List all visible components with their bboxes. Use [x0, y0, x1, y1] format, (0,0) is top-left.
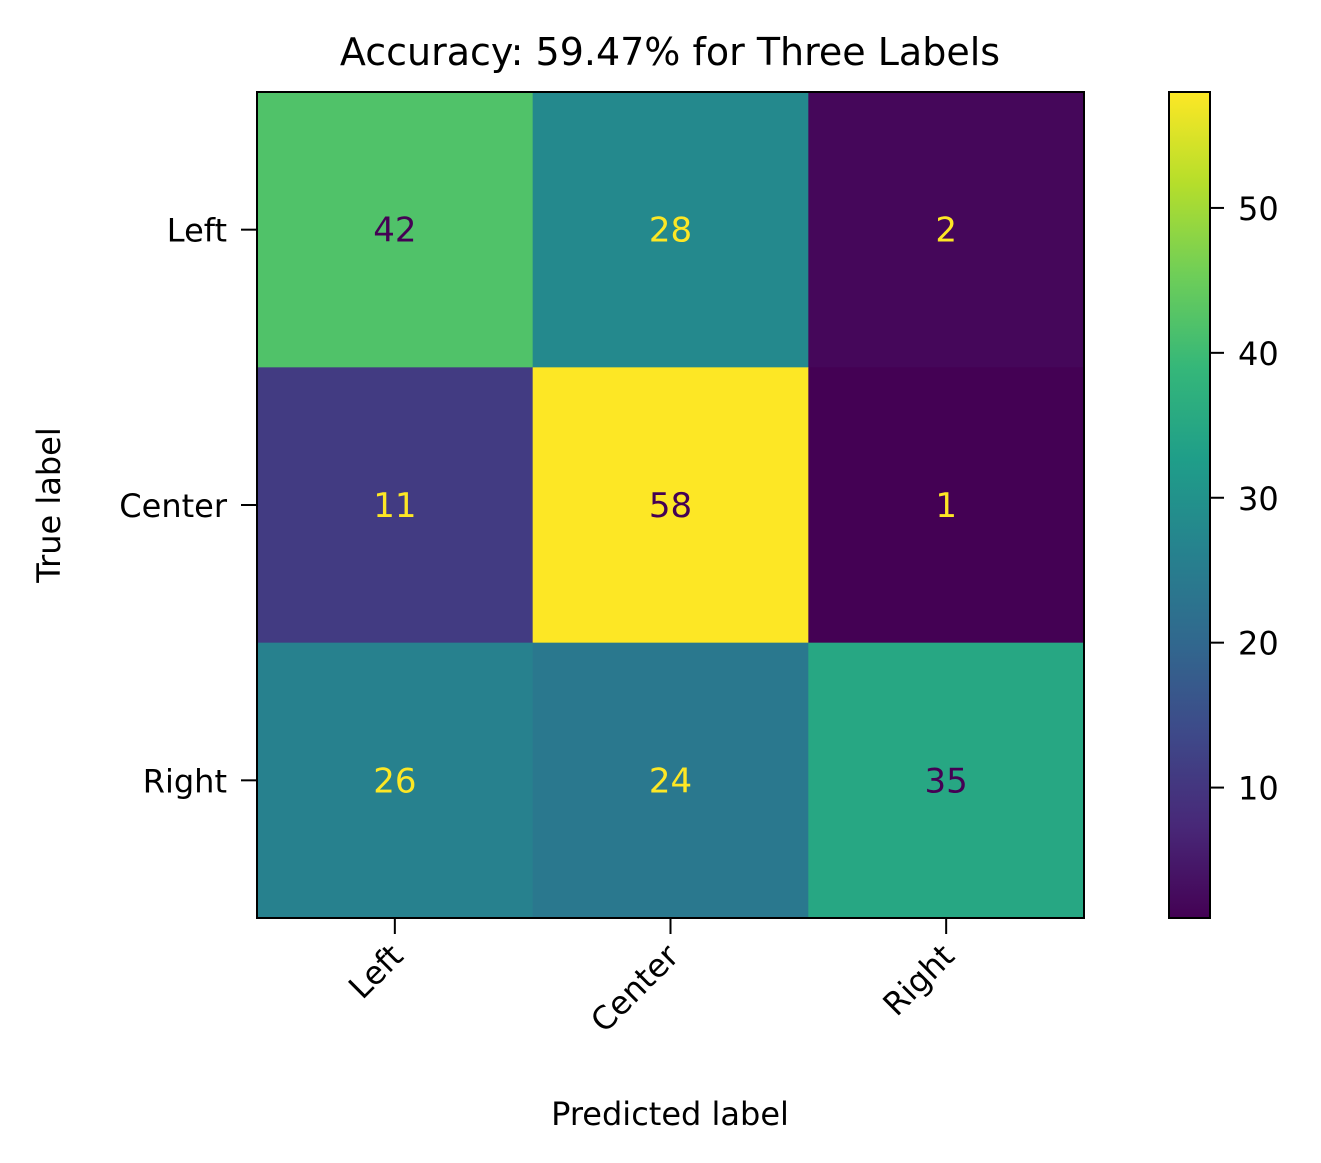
chart-title: Accuracy: 59.47% for Three Labels: [340, 30, 1000, 74]
heatmap-cell: [808, 642, 1085, 919]
cell-value-label: 26: [373, 761, 416, 801]
cell-value-label: 35: [925, 761, 968, 801]
cell-value-label: 11: [373, 486, 416, 526]
cell-value-label: 2: [935, 211, 957, 251]
x-axis-ticks: Left Center Right: [341, 918, 962, 1040]
heatmap-cell: [532, 367, 809, 644]
heatmap-cell: [808, 367, 1085, 644]
y-axis-ticks: Left Center Right: [119, 212, 257, 800]
colorbar-gradient: [1169, 92, 1210, 918]
colorbar-ticks: 10 20 30 40 50: [1210, 190, 1279, 808]
cell-value-label: 1: [935, 486, 957, 526]
heatmap-cell: [257, 92, 534, 368]
heatmap-cell: [532, 642, 809, 919]
colorbar-tick-label: 30: [1238, 480, 1279, 518]
cell-value-label: 58: [649, 486, 692, 526]
colorbar-tick-label: 10: [1238, 770, 1279, 808]
x-tick-label: Right: [875, 937, 961, 1023]
colorbar-tick-label: 40: [1238, 335, 1279, 373]
y-axis-label: True label: [30, 427, 68, 584]
y-tick-label: Center: [119, 487, 228, 525]
cell-value-labels: 42 28 2 11 58 1 26 24 35: [373, 211, 968, 802]
colorbar-frame: [1168, 91, 1211, 919]
cell-value-label: 28: [649, 211, 692, 251]
heatmap-cells: [257, 92, 1085, 919]
heatmap-cell: [808, 92, 1085, 368]
x-tick-label: Center: [583, 936, 687, 1040]
colorbar-tick-label: 50: [1238, 190, 1279, 228]
x-axis-label: Predicted label: [551, 1095, 789, 1133]
heatmap-cell: [532, 92, 809, 368]
cell-value-label: 24: [649, 761, 692, 801]
colorbar-tick-label: 20: [1238, 625, 1279, 663]
heatmap-cell: [257, 367, 534, 644]
y-tick-label: Right: [143, 762, 227, 800]
cell-value-label: 42: [373, 211, 416, 251]
colorbar: 10 20 30 40 50: [1168, 91, 1279, 919]
y-tick-label: Left: [167, 212, 227, 250]
heatmap-cell: [257, 642, 534, 919]
x-tick-label: Left: [341, 937, 410, 1006]
